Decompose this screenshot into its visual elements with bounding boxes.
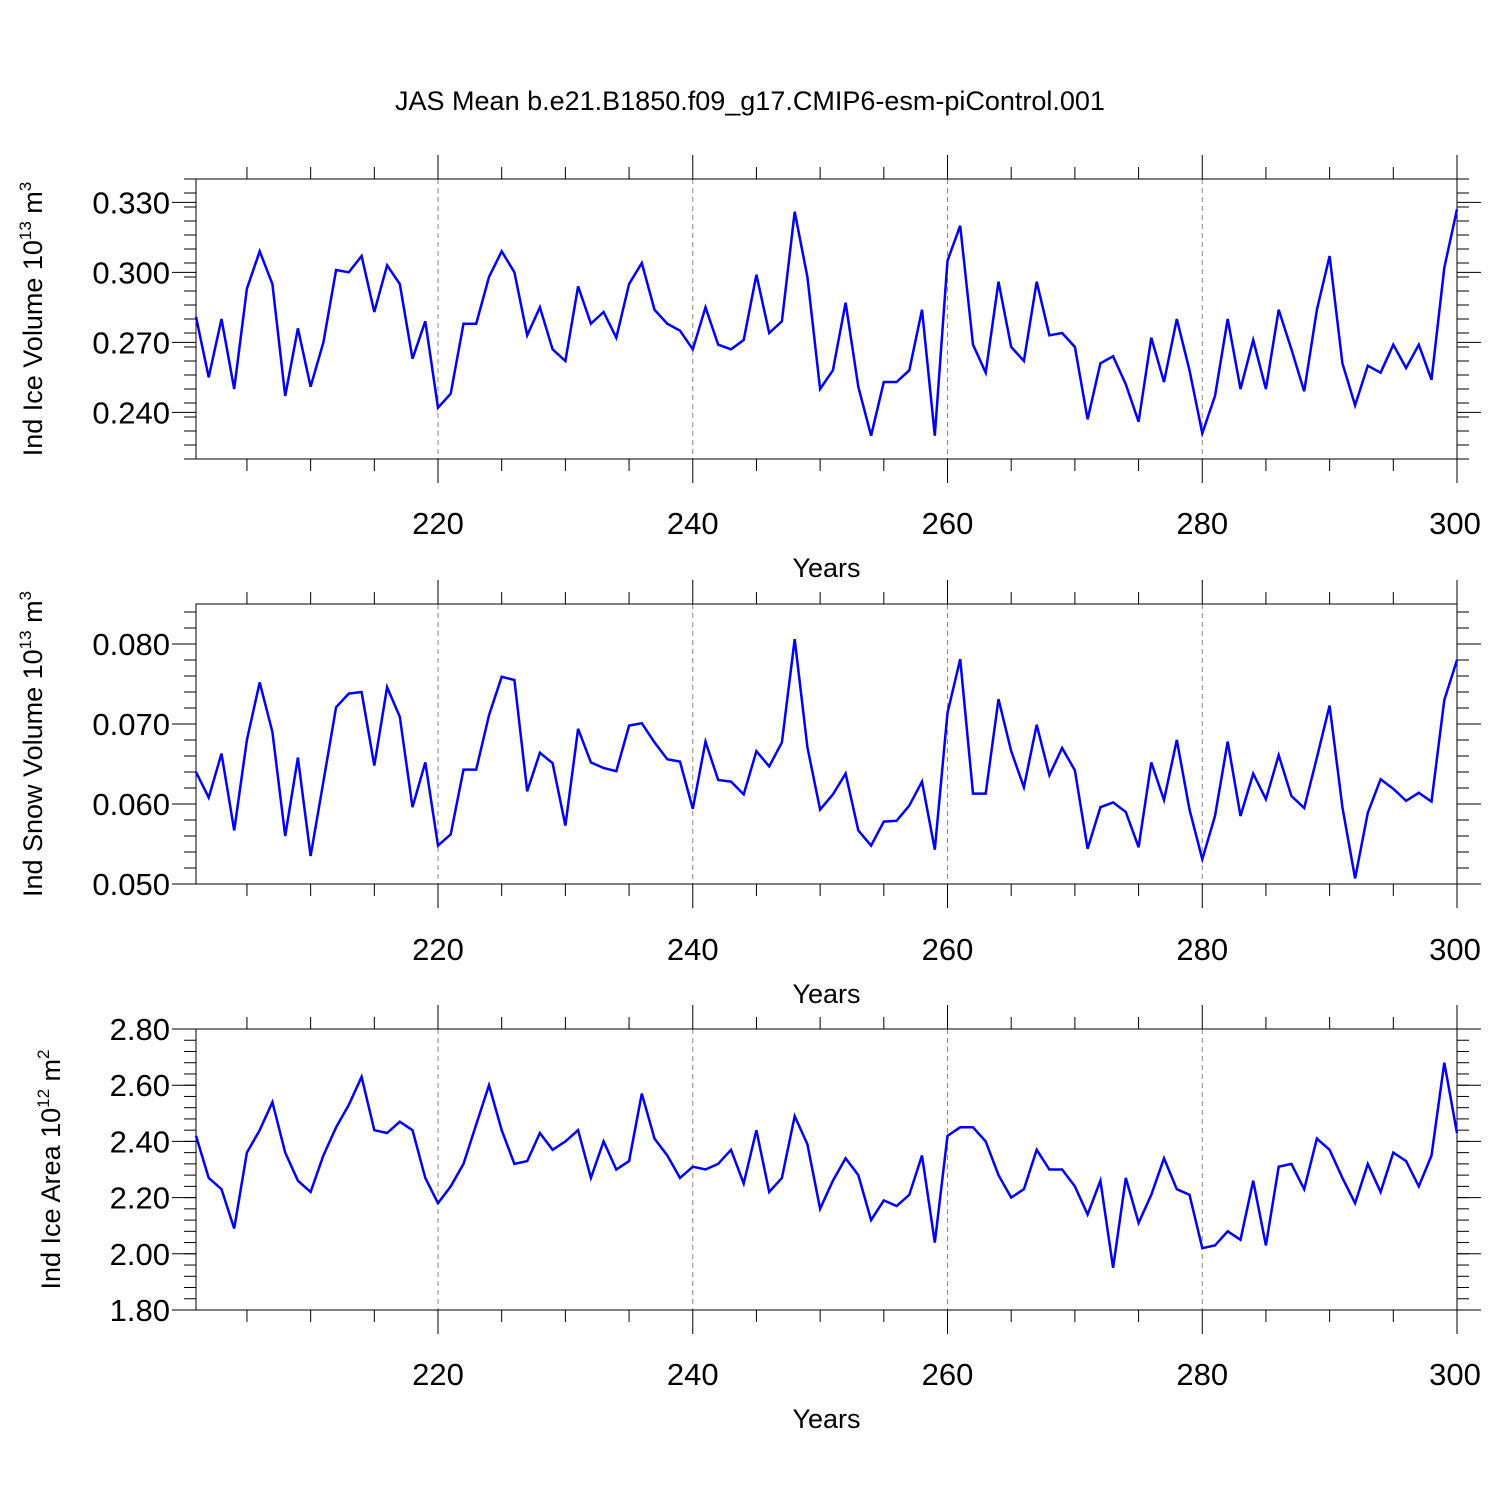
panel-3: 1.80 2.00 2.20 2.40 2.60 2.80 220 240 260 280 300 Y… [34, 1005, 1481, 1434]
ytick-label: 1.80 [110, 1293, 170, 1328]
xtick-label: 260 [922, 932, 974, 967]
y-axis-title-unit-exponent: 3 [16, 591, 35, 600]
plot-frame [195, 1028, 1458, 1311]
y-axis-title: Ind Ice Area 1012 m2 [34, 1049, 66, 1289]
panel-2: 0.050 0.060 0.070 0.080 220 240 260 280 300 Years… [16, 580, 1481, 1009]
plot-frame [195, 603, 1458, 885]
y-axis-title-exponent: 13 [16, 630, 35, 649]
y-axis-title-exponent: 13 [16, 221, 35, 240]
xtick-label: 240 [667, 1357, 719, 1392]
ytick-label: 2.60 [110, 1068, 170, 1103]
xtick-label: 260 [922, 1357, 974, 1392]
y-axis-title-unit-exponent: 3 [16, 182, 35, 191]
series-line [194, 639, 1459, 879]
xtick-label: 300 [1429, 932, 1481, 967]
xtick-label: 240 [667, 506, 719, 541]
panel-1: 0.240 0.270 0.300 0.330 220 240 260 280 300 Years… [16, 155, 1481, 583]
ytick-label: 0.050 [92, 867, 170, 902]
y-axis-title-exponent: 12 [34, 1089, 53, 1108]
y-axis-title-unit: m [18, 191, 48, 221]
x-axis-title: Years [792, 1404, 860, 1434]
xtick-label: 240 [667, 932, 719, 967]
plot-frame [195, 178, 1458, 460]
y-axis-title-main: Ind Ice Area 10 [36, 1108, 66, 1290]
y-axis-title: Ind Ice Volume 1013 m3 [16, 182, 48, 457]
xtick-label: 260 [922, 506, 974, 541]
series-line [194, 209, 1459, 439]
ytick-label: 2.20 [110, 1181, 170, 1216]
xtick-label: 220 [412, 506, 464, 541]
xtick-label: 280 [1176, 932, 1228, 967]
chart-title: JAS Mean b.e21.B1850.f09_g17.CMIP6-esm-p… [395, 86, 1105, 116]
xtick-label: 220 [412, 932, 464, 967]
ytick-label: 0.330 [92, 185, 170, 220]
y-axis-title-main: Ind Snow Volume 10 [18, 649, 48, 897]
series-line [194, 1062, 1459, 1268]
y-axis-title-unit-exponent: 2 [34, 1049, 53, 1058]
xtick-label: 280 [1176, 1357, 1228, 1392]
ytick-label: 0.080 [92, 627, 170, 662]
ytick-label: 0.060 [92, 787, 170, 822]
ytick-label: 2.80 [110, 1012, 170, 1047]
y-axis-title-main: Ind Ice Volume 10 [18, 240, 48, 456]
x-axis-title: Years [792, 553, 860, 583]
xtick-label: 300 [1429, 1357, 1481, 1392]
x-axis-title: Years [792, 979, 860, 1009]
ytick-label: 2.40 [110, 1124, 170, 1159]
xtick-label: 220 [412, 1357, 464, 1392]
xtick-label: 300 [1429, 506, 1481, 541]
y-axis-title-unit: m [18, 600, 48, 630]
y-axis-title-unit: m [36, 1059, 66, 1089]
ytick-label: 0.070 [92, 707, 170, 742]
ytick-label: 0.300 [92, 255, 170, 290]
y-axis-title: Ind Snow Volume 1013 m3 [16, 591, 48, 897]
ytick-label: 0.270 [92, 325, 170, 360]
ytick-label: 2.00 [110, 1237, 170, 1272]
ytick-label: 0.240 [92, 395, 170, 430]
xtick-label: 280 [1176, 506, 1228, 541]
